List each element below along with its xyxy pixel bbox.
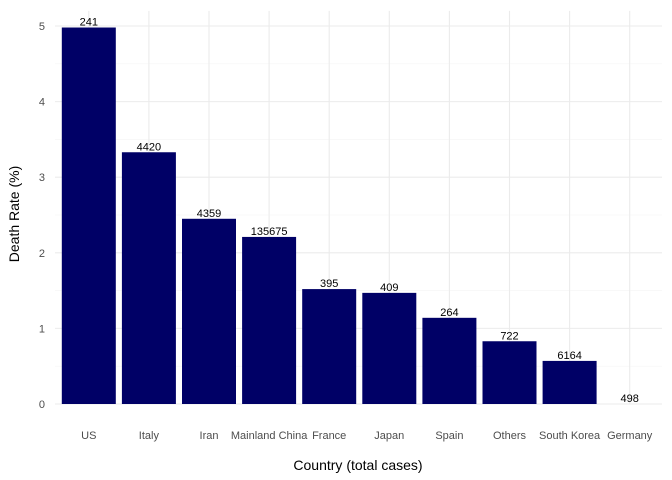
bar-value-label: 409: [380, 282, 398, 294]
bar-value-label: 395: [320, 278, 338, 290]
bar-labels: 241 4420 4359 135675 395 409 264 722 6164 498: [80, 17, 639, 405]
y-tick-label: 0: [39, 399, 45, 411]
x-tick-label: Iran: [200, 430, 219, 442]
x-tick-label: US: [81, 430, 96, 442]
x-tick-label: France: [312, 430, 346, 442]
bar-value-label: 135675: [251, 226, 288, 238]
x-tick-label: Italy: [139, 430, 160, 442]
x-axis-ticks: US Italy Iran Mainland China France Japan Spai…: [81, 430, 653, 442]
y-tick-label: 4: [39, 97, 45, 109]
bars: [61, 27, 597, 405]
y-tick-label: 1: [39, 323, 45, 335]
bar: [482, 341, 537, 404]
bar-value-label: 241: [80, 17, 98, 29]
x-tick-label: South Korea: [539, 430, 601, 442]
x-axis-title: Country (total cases): [293, 457, 422, 473]
bar-value-label: 498: [621, 393, 639, 405]
bar: [362, 292, 417, 404]
bar: [422, 317, 477, 404]
x-tick-label: Others: [493, 430, 527, 442]
bar: [302, 289, 357, 404]
y-tick-label: 2: [39, 248, 45, 260]
x-tick-label: Japan: [374, 430, 404, 442]
bar-value-label: 4420: [137, 141, 161, 153]
bar: [542, 360, 597, 404]
y-tick-label: 5: [39, 21, 45, 33]
x-tick-label: Spain: [435, 430, 463, 442]
bar: [121, 152, 176, 404]
bar: [182, 218, 236, 404]
bar: [242, 236, 297, 404]
x-tick-label: Mainland China: [231, 430, 308, 442]
bar-value-label: 722: [500, 330, 518, 342]
y-tick-label: 3: [39, 172, 45, 184]
bar-value-label: 264: [440, 307, 458, 319]
y-axis-ticks: 0 1 2 3 4 5: [39, 21, 45, 411]
bar-value-label: 6164: [557, 350, 581, 362]
bar-value-label: 4359: [197, 208, 221, 220]
y-axis-title: Death Rate (%): [6, 166, 22, 262]
x-tick-label: Germany: [607, 430, 653, 442]
bar: [61, 27, 116, 405]
